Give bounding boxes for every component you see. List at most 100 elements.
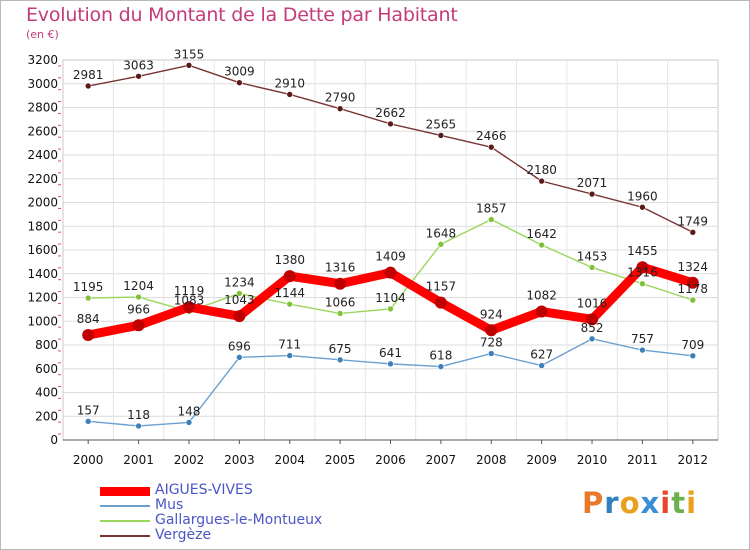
- data-label: 1119: [174, 284, 205, 298]
- data-point: [236, 79, 243, 86]
- data-point: [132, 319, 145, 332]
- y-tick-label: 3000: [27, 77, 58, 91]
- data-label: 1453: [577, 249, 608, 263]
- x-tick-label: 2012: [678, 453, 709, 467]
- data-label: 2180: [526, 163, 557, 177]
- series-layer: [82, 62, 699, 430]
- logo-letter: o: [619, 486, 641, 520]
- x-tick-label: 2000: [73, 453, 104, 467]
- data-point: [84, 418, 92, 425]
- logo-letter: P: [582, 486, 605, 520]
- legend-swatch: [100, 486, 150, 496]
- data-point: [535, 305, 548, 318]
- y-tick-label: 1800: [27, 219, 58, 233]
- data-label: 1960: [627, 189, 658, 203]
- y-tick-label: 2000: [27, 196, 58, 210]
- axis-layer: 0 200 400 600 800 1000 1200 1400 1600 1800 2000 220…: [27, 53, 718, 467]
- data-point: [135, 72, 142, 80]
- legend-label: Mus: [155, 497, 184, 513]
- y-tick-label: 2800: [27, 101, 58, 115]
- data-label: 2466: [476, 129, 507, 143]
- data-point: [387, 360, 394, 368]
- data-point: [135, 422, 142, 430]
- data-label: 1749: [678, 214, 709, 228]
- data-label: 157: [77, 403, 100, 417]
- data-label: 2910: [274, 76, 305, 90]
- legend-swatch: [100, 520, 150, 522]
- data-label: 1082: [526, 289, 557, 303]
- data-label: 1083: [174, 293, 205, 307]
- y-tick-label: 600: [35, 362, 58, 376]
- data-label: 2071: [577, 176, 608, 190]
- x-tick-label: 2009: [526, 453, 557, 467]
- logo-letter: r: [604, 486, 620, 520]
- y-tick-label: 2400: [27, 148, 58, 162]
- data-point: [639, 346, 646, 354]
- data-point: [686, 276, 699, 289]
- data-label: 1380: [274, 253, 305, 267]
- data-point: [485, 324, 498, 337]
- data-label: 3155: [174, 47, 205, 61]
- x-tick-label: 2005: [325, 453, 356, 467]
- data-label: 1642: [526, 227, 557, 241]
- data-label: 3009: [224, 65, 255, 79]
- legend-swatch: [100, 505, 150, 507]
- data-label-layer: 884 966 1119 1043 1380 1316 1409 1157 924 1082 101…: [73, 47, 708, 422]
- data-label: 1066: [325, 295, 356, 309]
- data-label: 1455: [627, 244, 658, 258]
- data-label: 1178: [678, 282, 709, 296]
- data-label: 618: [429, 349, 452, 363]
- y-tick-label: 800: [35, 338, 58, 352]
- data-label: 1857: [476, 201, 507, 215]
- data-label: 1016: [577, 296, 608, 310]
- x-tick-label: 2004: [274, 453, 305, 467]
- data-point: [538, 362, 545, 369]
- data-label: 728: [480, 336, 503, 350]
- legend-swatch: [100, 535, 150, 537]
- data-point: [135, 293, 142, 301]
- data-point: [639, 280, 646, 288]
- data-point: [387, 305, 394, 313]
- data-label: 1316: [627, 266, 658, 280]
- data-point: [437, 132, 445, 139]
- data-point: [336, 105, 344, 112]
- data-point: [487, 143, 495, 151]
- data-label: 2565: [426, 117, 457, 131]
- data-point: [538, 177, 545, 185]
- data-label: 2662: [375, 106, 406, 120]
- chart-title: Evolution du Montant de la Dette par Hab…: [26, 4, 458, 26]
- data-label: 1324: [678, 260, 709, 274]
- x-tick-label: 2002: [174, 453, 205, 467]
- proxiti-logo: Proxiti: [582, 486, 697, 520]
- data-point: [639, 203, 646, 211]
- logo-letter: x: [640, 486, 661, 520]
- data-label: 627: [530, 348, 553, 362]
- y-tick-label: 2200: [27, 172, 58, 186]
- data-label: 852: [581, 321, 604, 335]
- data-label: 2790: [325, 91, 356, 105]
- x-tick-label: 2008: [476, 453, 507, 467]
- data-label: 1157: [426, 280, 457, 294]
- data-point: [82, 329, 95, 342]
- data-point: [185, 62, 193, 69]
- data-label: 2981: [73, 68, 104, 82]
- data-point: [236, 290, 243, 297]
- logo-letter: i: [686, 486, 698, 520]
- y-tick-label: 2600: [27, 124, 58, 138]
- y-tick-label: 200: [35, 409, 58, 423]
- data-label: 884: [77, 312, 100, 326]
- data-point: [384, 266, 397, 279]
- data-label: 709: [681, 338, 704, 352]
- legend-label: Vergèze: [155, 527, 212, 543]
- data-label: 1104: [375, 291, 406, 305]
- y-tick-label: 1200: [27, 291, 58, 305]
- y-tick-label: 400: [35, 386, 58, 400]
- data-point: [334, 277, 347, 290]
- data-point: [84, 82, 92, 90]
- data-label: 966: [127, 302, 150, 316]
- x-tick-label: 2001: [123, 453, 154, 467]
- y-tick-label: 1400: [27, 267, 58, 281]
- legend-label: Gallargues-le-Montueux: [155, 512, 323, 528]
- data-point: [487, 350, 495, 357]
- data-label: 675: [329, 342, 352, 356]
